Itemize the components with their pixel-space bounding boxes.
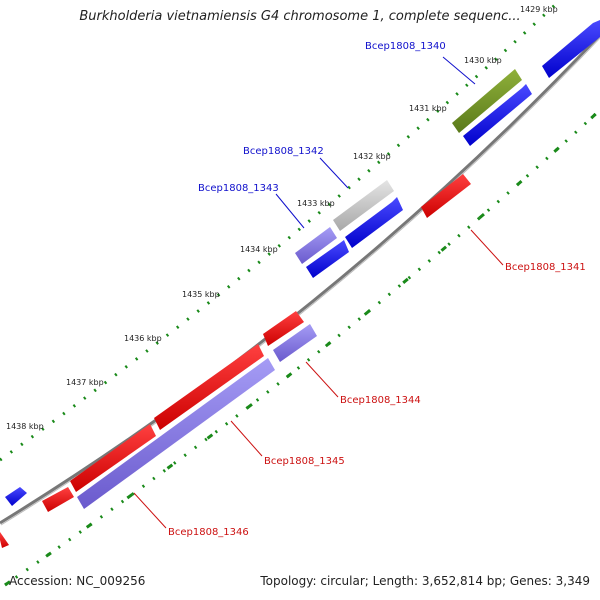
tick-label: 1431 kbp — [409, 104, 447, 113]
gene-label-1344[interactable]: Bcep1808_1344 — [340, 395, 421, 406]
gene-labels: Bcep1808_1340 Bcep1808_1341 Bcep1808_134… — [168, 41, 586, 538]
genome-summary: Topology: circular; Length: 3,652,814 bp… — [260, 574, 590, 588]
inner-tick-dotted-arc — [5, 110, 600, 585]
gene-label-1346[interactable]: Bcep1808_1346 — [168, 527, 249, 538]
tick-label: 1436 kbp — [124, 334, 162, 343]
outer-tick-dotted-arc — [0, 5, 555, 460]
gene-label-1340[interactable]: Bcep1808_1340 — [365, 41, 446, 52]
gene-arrow-left-edge-forward[interactable] — [5, 487, 27, 506]
cog-bar-1345[interactable] — [77, 358, 275, 509]
tick-label: 1437 kbp — [66, 378, 104, 387]
tick-labels: 1429 kbp 1430 kbp 1431 kbp 1432 kbp 1433… — [6, 5, 558, 431]
tick-label: 1430 kbp — [464, 56, 502, 65]
map-title: Burkholderia vietnamiensis G4 chromosome… — [0, 9, 600, 24]
tick-label: 1433 kbp — [297, 199, 335, 208]
gene-arrow-left-red-small[interactable] — [42, 487, 74, 512]
tick-label: 1432 kbp — [353, 152, 391, 161]
accession-label: Accession: NC_009256 — [9, 574, 145, 588]
gene-label-1341[interactable]: Bcep1808_1341 — [505, 262, 586, 273]
tick-label: 1434 kbp — [240, 245, 278, 254]
gene-label-1343[interactable]: Bcep1808_1343 — [198, 183, 279, 194]
inner-major-ticks — [5, 110, 600, 585]
gene-label-1345[interactable]: Bcep1808_1345 — [264, 456, 345, 467]
tick-label: 1438 kbp — [6, 422, 44, 431]
gene-label-1342[interactable]: Bcep1808_1342 — [243, 146, 324, 157]
gene-arrow-1340-upper[interactable] — [542, 20, 600, 78]
gene-arrow-left-edge-reverse[interactable] — [0, 532, 9, 548]
gene-arrow-1341[interactable] — [421, 174, 471, 218]
tick-label: 1435 kbp — [182, 290, 220, 299]
